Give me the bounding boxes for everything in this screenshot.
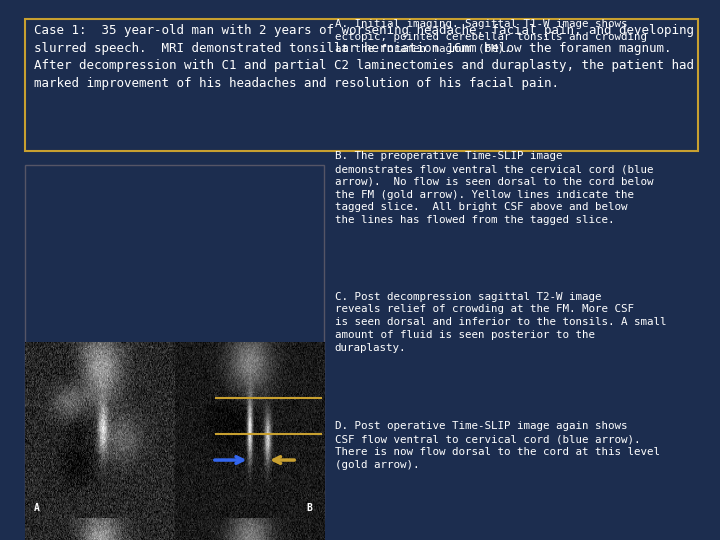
Bar — [25, 19, 698, 151]
Text: A. Initial imaging. Sagittal T1-W image shows
ectopic, pointed cerebellar tonsil: A. Initial imaging. Sagittal T1-W image … — [335, 19, 647, 55]
Text: B. The preoperative Time-SLIP image
demonstrates flow ventral the cervical cord : B. The preoperative Time-SLIP image demo… — [335, 151, 653, 225]
Bar — [25, 165, 324, 518]
Text: C. Post decompression sagittal T2-W image
reveals relief of crowding at the FM. : C. Post decompression sagittal T2-W imag… — [335, 292, 666, 353]
Text: A: A — [34, 503, 40, 514]
Text: B: B — [306, 503, 312, 514]
Text: D. Post operative Time-SLIP image again shows
CSF flow ventral to cervical cord : D. Post operative Time-SLIP image again … — [335, 421, 660, 470]
Text: Case 1:  35 year-old man with 2 years of worsening headache, facial pain, and de: Case 1: 35 year-old man with 2 years of … — [34, 24, 694, 90]
